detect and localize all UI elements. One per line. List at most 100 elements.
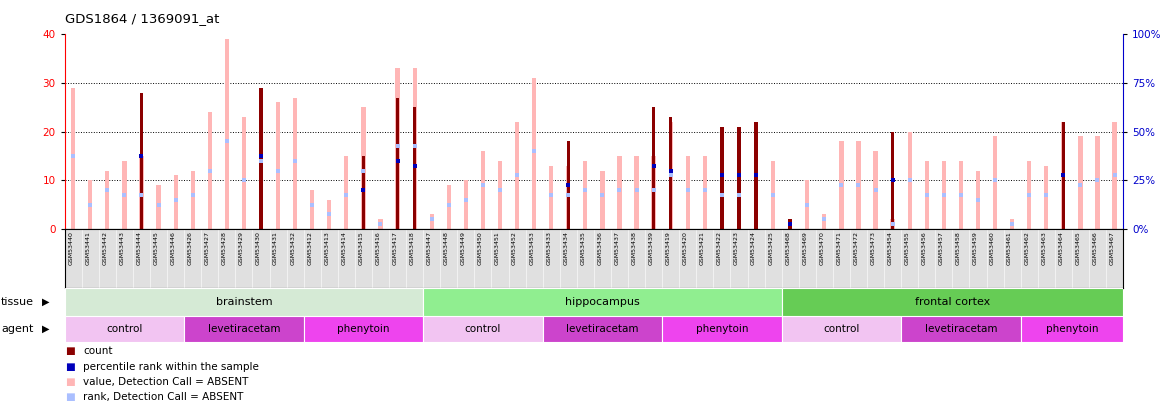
Bar xyxy=(345,156,348,229)
Text: GSM53425: GSM53425 xyxy=(768,231,773,265)
Bar xyxy=(1062,122,1065,229)
Text: GSM53450: GSM53450 xyxy=(477,231,483,265)
Text: rank, Detection Call = ABSENT: rank, Detection Call = ABSENT xyxy=(83,392,243,403)
Bar xyxy=(874,151,877,229)
Bar xyxy=(379,219,382,229)
Text: frontal cortex: frontal cortex xyxy=(915,297,990,307)
Text: tissue: tissue xyxy=(1,297,34,307)
Bar xyxy=(669,117,673,229)
Bar xyxy=(303,316,423,342)
Bar xyxy=(901,316,1021,342)
Bar xyxy=(423,316,542,342)
Text: GSM53435: GSM53435 xyxy=(580,231,586,265)
Text: GSM53469: GSM53469 xyxy=(802,231,807,265)
Text: GSM53471: GSM53471 xyxy=(836,231,841,265)
Text: GSM53419: GSM53419 xyxy=(666,231,670,265)
Bar xyxy=(634,156,639,229)
Text: GSM53432: GSM53432 xyxy=(290,231,295,265)
Text: GSM53414: GSM53414 xyxy=(341,231,347,265)
Text: GSM53442: GSM53442 xyxy=(102,231,107,265)
Text: GSM53472: GSM53472 xyxy=(854,231,858,265)
Text: GSM53431: GSM53431 xyxy=(273,231,278,265)
Bar xyxy=(1044,166,1048,229)
Bar xyxy=(327,200,332,229)
Bar xyxy=(532,78,536,229)
Bar xyxy=(1078,136,1083,229)
Bar xyxy=(583,161,588,229)
Text: ■: ■ xyxy=(65,362,74,372)
Text: phenytoin: phenytoin xyxy=(338,324,389,334)
Text: GSM53449: GSM53449 xyxy=(461,231,466,265)
Bar xyxy=(1010,219,1014,229)
Text: hippocampus: hippocampus xyxy=(564,297,640,307)
Text: GSM53454: GSM53454 xyxy=(888,231,893,265)
Bar xyxy=(140,93,143,229)
Text: GSM53430: GSM53430 xyxy=(256,231,261,265)
Bar xyxy=(788,219,793,229)
Text: GSM53418: GSM53418 xyxy=(409,231,415,265)
Text: GSM53466: GSM53466 xyxy=(1093,231,1097,265)
Bar xyxy=(395,68,400,229)
Bar xyxy=(413,68,416,229)
Text: ■: ■ xyxy=(65,346,74,356)
Bar xyxy=(549,166,554,229)
Text: ▶: ▶ xyxy=(42,324,49,334)
Bar xyxy=(908,132,911,229)
Bar xyxy=(754,122,757,229)
Bar xyxy=(788,219,791,229)
Text: GSM53457: GSM53457 xyxy=(938,231,944,265)
Bar xyxy=(617,156,622,229)
Text: GSM53444: GSM53444 xyxy=(136,231,141,265)
Bar xyxy=(566,166,570,229)
Text: ▶: ▶ xyxy=(42,297,49,307)
Text: GSM53451: GSM53451 xyxy=(495,231,500,265)
Bar xyxy=(423,288,782,316)
Bar xyxy=(924,161,929,229)
Text: ■: ■ xyxy=(65,377,74,387)
Bar xyxy=(259,88,263,229)
Bar xyxy=(396,98,400,229)
Bar xyxy=(840,141,843,229)
Bar xyxy=(662,316,782,342)
Bar xyxy=(652,156,656,229)
Bar xyxy=(88,180,93,229)
Bar xyxy=(208,112,212,229)
Bar xyxy=(737,166,741,229)
Bar xyxy=(652,107,655,229)
Text: control: control xyxy=(106,324,142,334)
Bar xyxy=(65,316,185,342)
Bar xyxy=(276,102,280,229)
Text: GSM53467: GSM53467 xyxy=(1109,231,1115,265)
Text: GSM53443: GSM53443 xyxy=(120,231,125,265)
Text: ■: ■ xyxy=(65,392,74,403)
Text: GSM53460: GSM53460 xyxy=(990,231,995,265)
Text: agent: agent xyxy=(1,324,34,334)
Bar xyxy=(720,161,724,229)
Text: GSM53416: GSM53416 xyxy=(375,231,381,265)
Bar xyxy=(242,117,246,229)
Text: GSM53420: GSM53420 xyxy=(683,231,688,265)
Text: levetiracetam: levetiracetam xyxy=(208,324,280,334)
Bar xyxy=(822,214,827,229)
Bar xyxy=(942,161,946,229)
Text: brainstem: brainstem xyxy=(215,297,272,307)
Bar xyxy=(567,141,570,229)
Bar xyxy=(362,156,365,229)
Text: GSM53448: GSM53448 xyxy=(443,231,449,265)
Bar xyxy=(515,122,519,229)
Text: value, Detection Call = ABSENT: value, Detection Call = ABSENT xyxy=(83,377,249,387)
Bar xyxy=(890,219,895,229)
Bar xyxy=(293,98,298,229)
Text: GSM53473: GSM53473 xyxy=(870,231,876,265)
Text: GSM53461: GSM53461 xyxy=(1007,231,1013,265)
Text: GSM53412: GSM53412 xyxy=(307,231,312,265)
Text: GSM53422: GSM53422 xyxy=(717,231,722,265)
Text: GSM53440: GSM53440 xyxy=(68,231,73,265)
Bar xyxy=(806,180,809,229)
Text: GSM53470: GSM53470 xyxy=(820,231,824,265)
Bar xyxy=(497,161,502,229)
Text: GSM53468: GSM53468 xyxy=(786,231,790,265)
Text: GSM53413: GSM53413 xyxy=(325,231,329,265)
Text: GSM53428: GSM53428 xyxy=(222,231,227,265)
Text: GSM53433: GSM53433 xyxy=(546,231,552,265)
